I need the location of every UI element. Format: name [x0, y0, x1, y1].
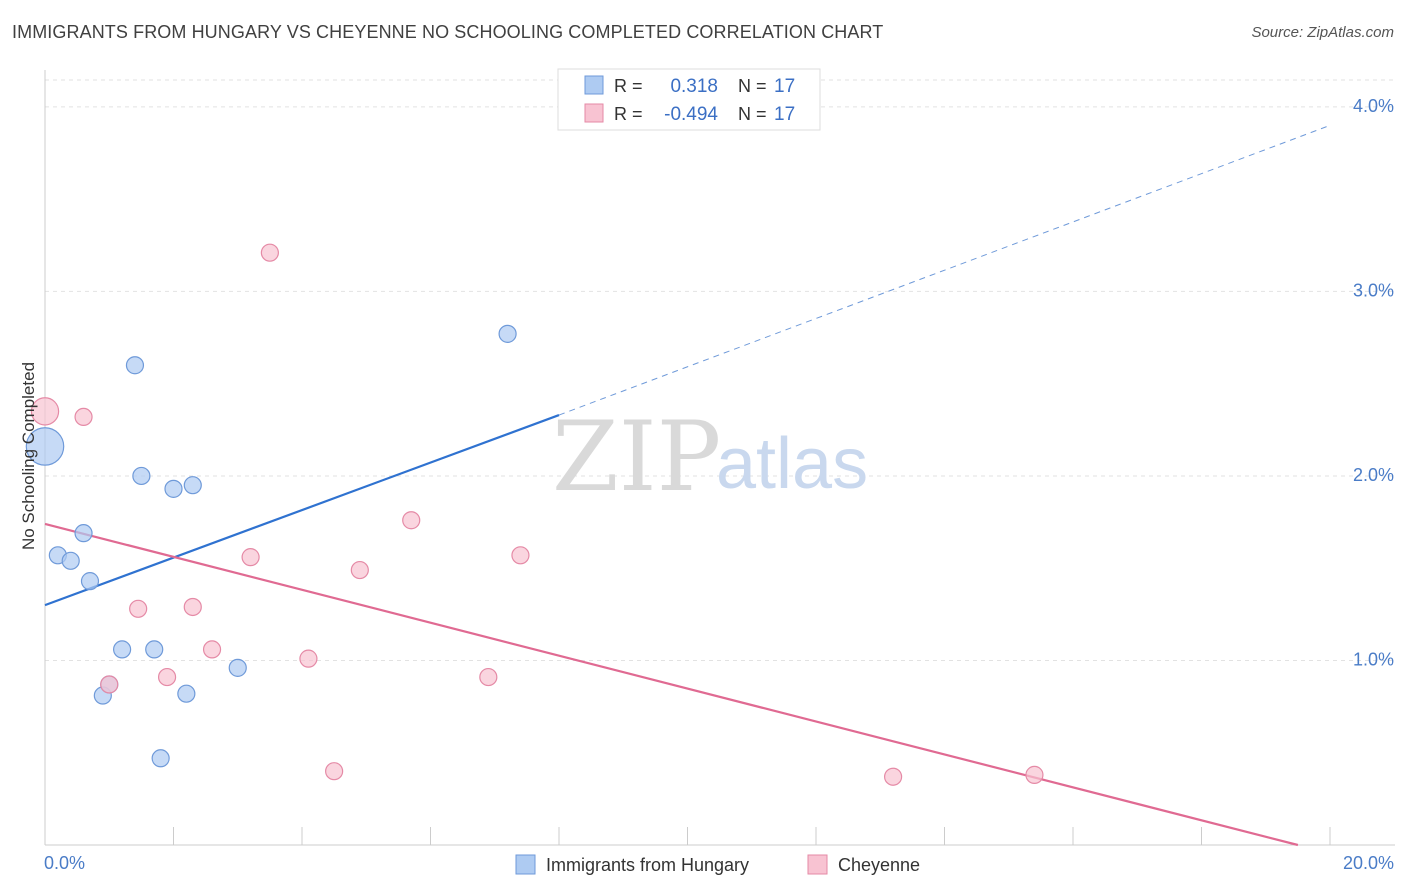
x-tick-label-0: 0.0%	[44, 853, 85, 873]
point-hungary-2	[61, 551, 80, 570]
point-hungary-13	[177, 684, 196, 703]
point-cheyenne-2	[100, 675, 119, 694]
point-cheyenne-4	[157, 667, 177, 687]
point-cheyenne-15	[883, 767, 903, 786]
point-cheyenne-14	[511, 546, 530, 565]
point-cheyenne-5	[183, 597, 202, 617]
legend-swatch-hungary	[584, 75, 604, 95]
chart-title: IMMIGRANTS FROM HUNGARY VS CHEYENNE NO S…	[12, 22, 884, 42]
bottom-legend-swatch-hungary	[515, 854, 536, 875]
y-tick-label-2: 3.0%	[1353, 280, 1394, 300]
point-hungary-9	[132, 466, 151, 486]
x-tick-labels: 0.0% 20.0%	[44, 853, 1394, 873]
legend-n-value-cheyenne: 17	[774, 104, 795, 125]
point-hungary-3	[74, 524, 93, 543]
point-cheyenne-16	[1025, 765, 1044, 784]
point-hungary-11	[145, 640, 164, 659]
legend-box: R = 0.318 N = 17 R = -0.494 N = 17	[557, 68, 821, 131]
point-hungary-15	[228, 658, 247, 677]
y-axis-title: No Schooling Completed	[19, 362, 38, 550]
watermark-zip: ZIP	[552, 401, 721, 513]
legend-swatch-cheyenne	[584, 103, 604, 123]
point-cheyenne-6	[202, 640, 222, 659]
legend-n-value-hungary: 17	[774, 76, 795, 97]
trend-line-hungary	[44, 414, 560, 607]
point-cheyenne-3	[129, 599, 148, 618]
point-cheyenne-12	[402, 511, 421, 530]
legend-r-label-hungary: R =	[614, 76, 643, 96]
y-tick-label-3: 4.0%	[1353, 96, 1394, 116]
y-tick-label-0: 1.0%	[1353, 649, 1394, 669]
source-label: Source: ZipAtlas.com	[1251, 24, 1394, 41]
point-cheyenne-7	[241, 548, 260, 567]
legend-n-label-hungary: N =	[738, 76, 767, 96]
trend-line-hungary-extension	[558, 124, 1331, 416]
legend-r-value-hungary: 0.318	[670, 76, 718, 97]
point-hungary-14	[183, 476, 202, 495]
bottom-legend-label-cheyenne: Cheyenne	[838, 855, 920, 875]
point-cheyenne-1	[74, 407, 93, 427]
point-hungary-8	[125, 356, 145, 375]
point-cheyenne-13	[479, 667, 498, 687]
y-tick-label-1: 2.0%	[1353, 465, 1394, 485]
grid	[45, 79, 1395, 661]
point-hungary-12	[164, 479, 183, 498]
trend-line-cheyenne	[44, 522, 1299, 847]
x-tick-label-1: 20.0%	[1343, 853, 1394, 873]
data-points	[25, 243, 1044, 786]
point-hungary-7	[112, 640, 132, 659]
point-cheyenne-11	[350, 560, 369, 580]
legend-r-label-cheyenne: R =	[614, 104, 643, 124]
trend-lines	[44, 124, 1331, 847]
y-tick-labels: 1.0% 2.0% 3.0% 4.0%	[1353, 96, 1394, 670]
legend-r-value-cheyenne: -0.494	[664, 104, 718, 125]
point-cheyenne-8	[260, 243, 279, 262]
point-cheyenne-10	[325, 762, 344, 781]
point-hungary-4	[80, 572, 100, 591]
watermark-atlas: atlas	[716, 424, 868, 504]
legend-n-label-cheyenne: N =	[738, 104, 767, 124]
bottom-legend: Immigrants from Hungary Cheyenne	[515, 854, 920, 875]
point-hungary-16	[498, 324, 517, 343]
point-cheyenne-9	[299, 649, 318, 668]
axes	[44, 70, 1395, 846]
point-hungary-10	[151, 749, 170, 768]
point-cheyenne-0	[30, 397, 60, 426]
bottom-legend-label-hungary: Immigrants from Hungary	[546, 855, 749, 875]
bottom-legend-swatch-cheyenne	[807, 854, 828, 875]
watermark: ZIP atlas	[552, 401, 868, 513]
point-hungary-0	[25, 427, 65, 466]
